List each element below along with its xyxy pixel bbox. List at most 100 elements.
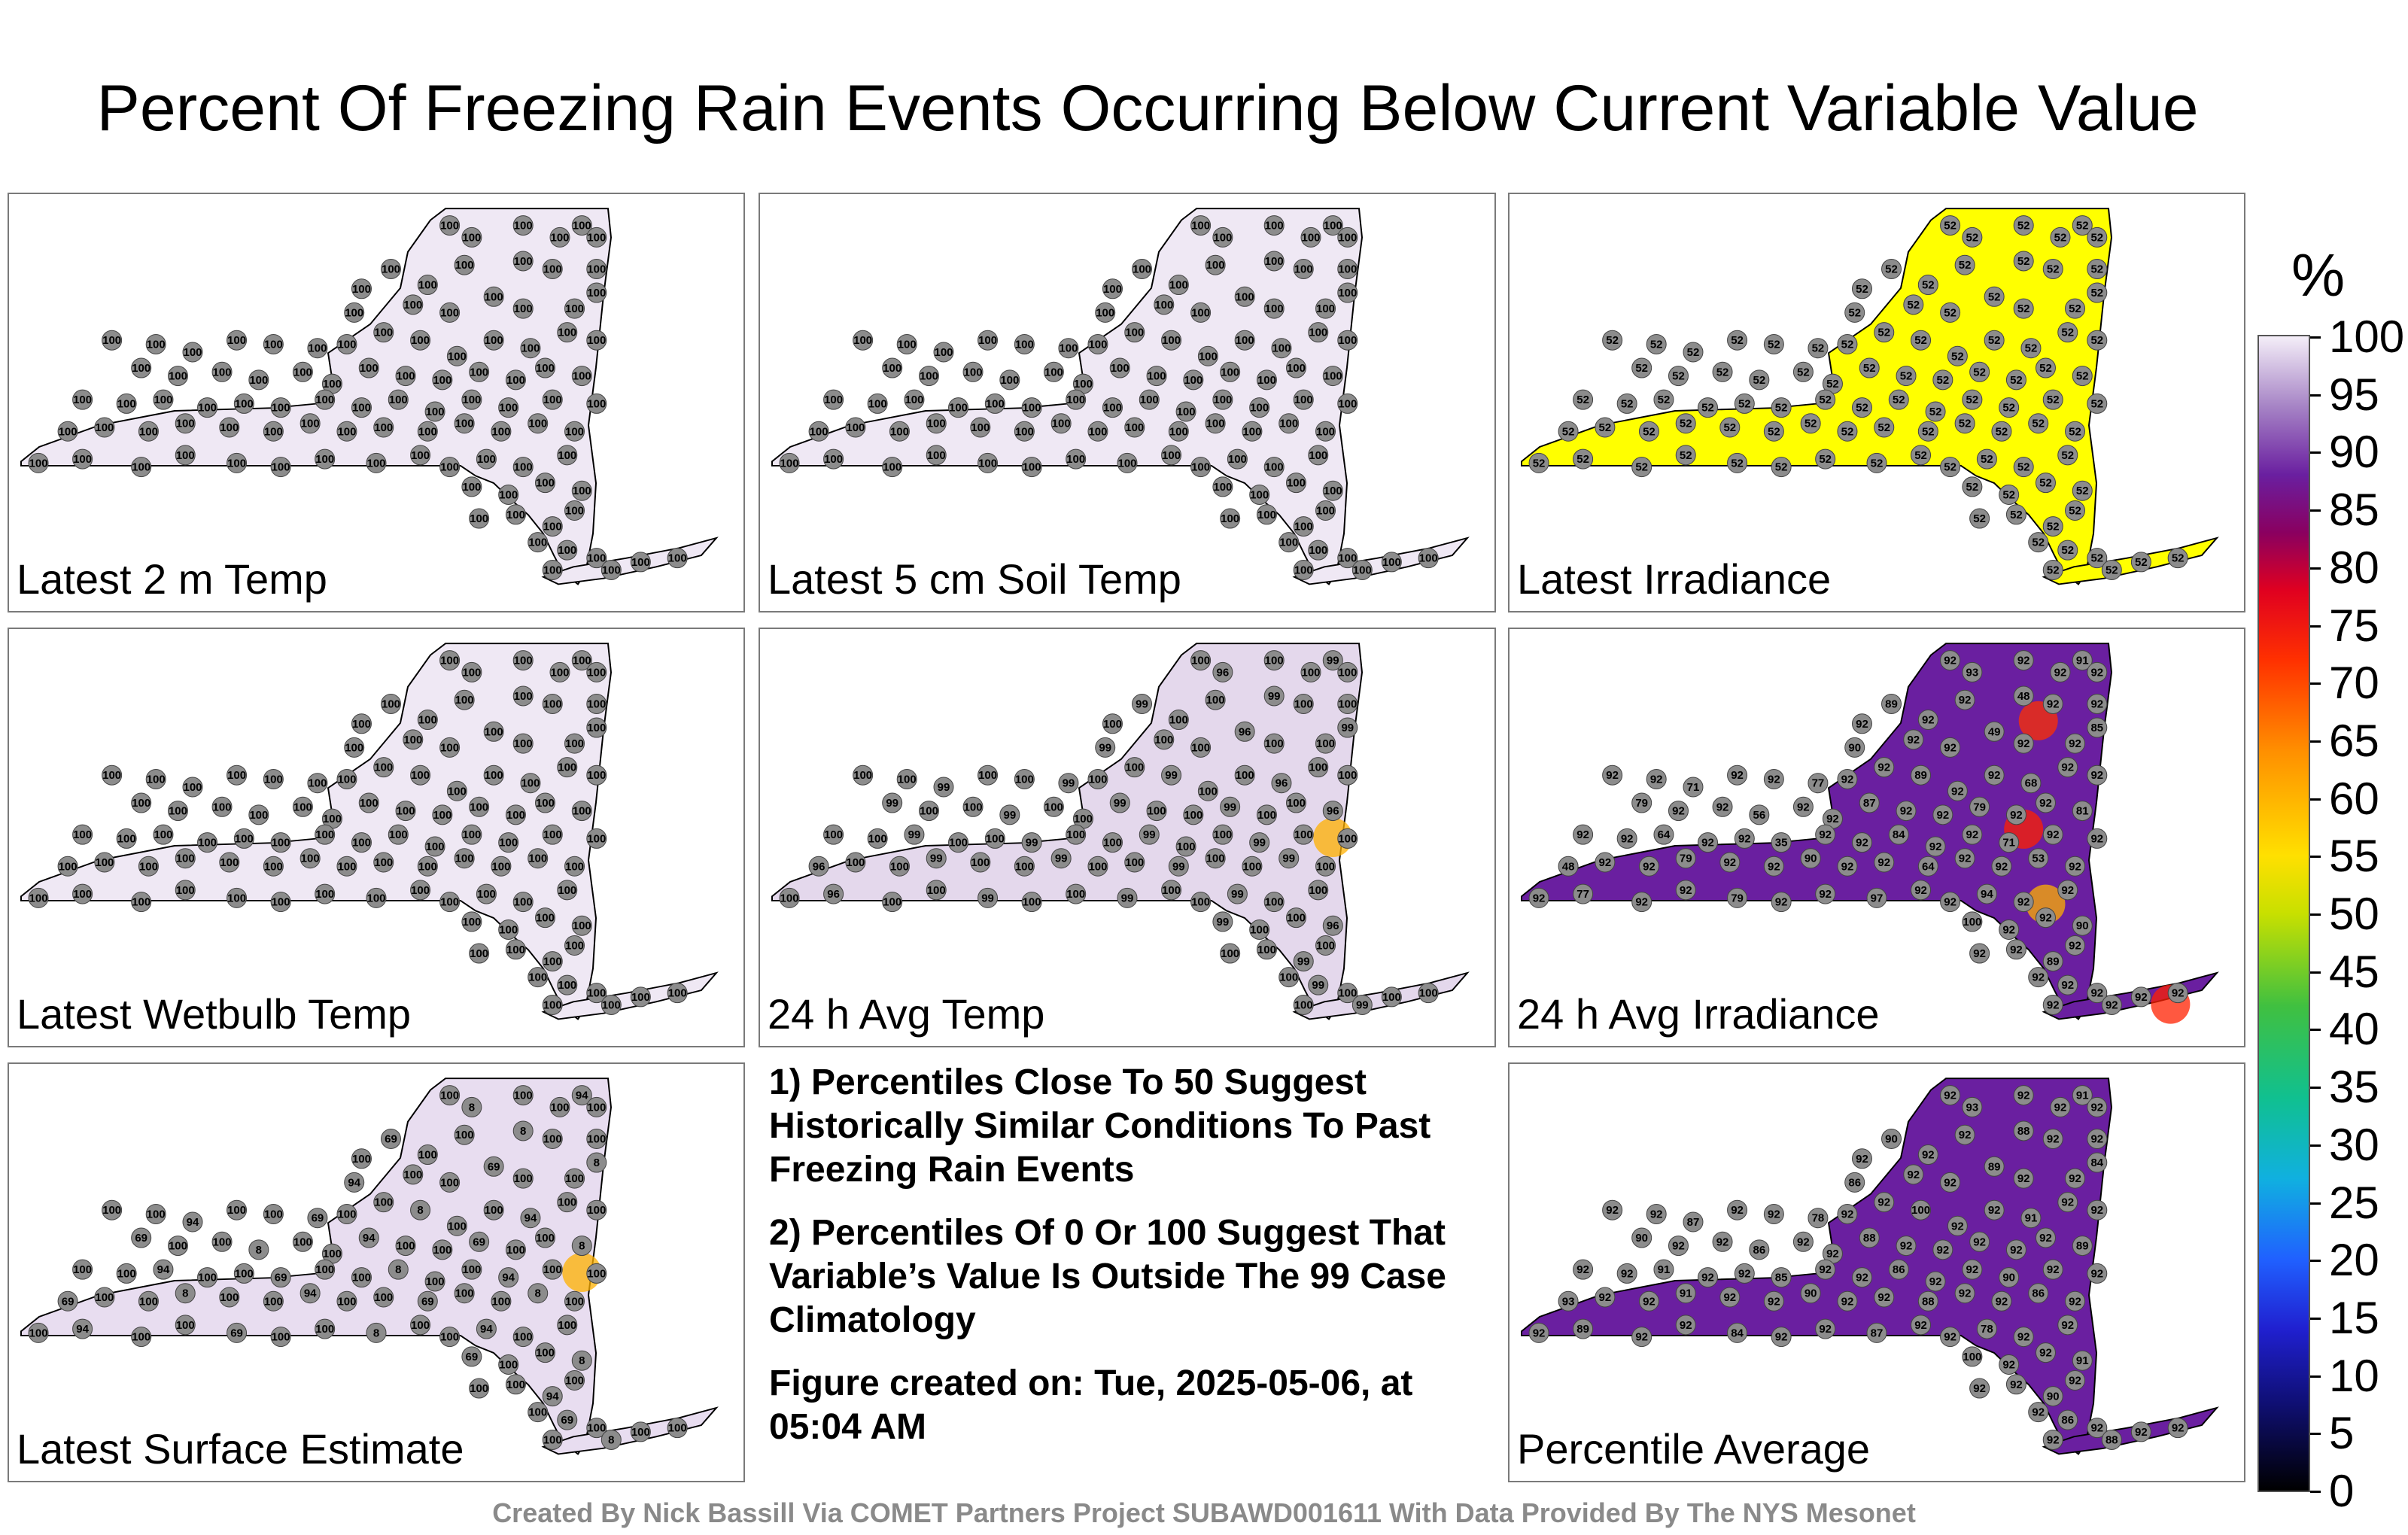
station-marker — [2087, 828, 2108, 849]
station-value: 100 — [1184, 809, 1202, 822]
station-marker — [219, 417, 240, 438]
station-value: 100 — [491, 425, 510, 438]
station-marker — [1962, 824, 1983, 845]
station-marker — [630, 552, 651, 573]
station-value: 100 — [345, 306, 363, 319]
station-value: 100 — [1125, 761, 1144, 774]
station-marker — [410, 330, 431, 351]
station-marker — [823, 448, 844, 470]
station-marker — [542, 1429, 563, 1450]
station-value: 92 — [2017, 1331, 2030, 1344]
station-value: 100 — [411, 449, 430, 462]
station-marker — [1675, 1283, 1696, 1304]
station-value: 79 — [1973, 801, 1986, 813]
station-marker — [1962, 911, 1983, 932]
station-value: 100 — [440, 1090, 459, 1102]
station-marker — [315, 448, 336, 470]
station-marker — [1293, 516, 1314, 537]
station-marker — [1300, 661, 1321, 682]
station-marker — [175, 880, 196, 901]
station-value: 99 — [938, 781, 950, 794]
station-value: 69 — [466, 1351, 479, 1363]
station-marker — [72, 883, 93, 904]
station-value: 92 — [1606, 769, 1619, 782]
station-marker — [175, 1315, 196, 1336]
station-value: 100 — [272, 1331, 290, 1344]
station-marker — [1763, 768, 1784, 789]
station-value: 92 — [1856, 1272, 1868, 1284]
station-value: 92 — [2090, 1101, 2103, 1114]
station-value: 84 — [2090, 1157, 2103, 1169]
station-marker — [336, 333, 357, 354]
station-marker — [439, 892, 461, 913]
station-marker — [2035, 1227, 2056, 1248]
station-marker — [1066, 883, 1087, 904]
station-marker — [1212, 476, 1233, 497]
station-marker — [586, 1199, 607, 1220]
station-marker — [512, 1327, 534, 1348]
station-value: 100 — [986, 832, 1005, 845]
station-marker — [1815, 1259, 1836, 1280]
station-marker — [2087, 1418, 2108, 1439]
station-marker — [1727, 452, 1748, 473]
station-marker — [1558, 856, 1579, 877]
station-marker — [918, 366, 939, 387]
station-value: 78 — [1981, 1323, 1993, 1336]
station-marker — [233, 828, 254, 849]
station-value: 100 — [418, 714, 437, 727]
station-marker — [336, 1290, 357, 1312]
station-marker — [1903, 294, 1924, 315]
station-marker — [1969, 943, 1990, 964]
colorbar-tick-label: 20 — [2329, 1235, 2379, 1286]
station-marker — [483, 330, 504, 351]
station-marker — [505, 939, 526, 960]
station-marker — [1808, 1208, 1829, 1229]
station-value: 69 — [561, 1414, 573, 1427]
station-marker — [1675, 880, 1696, 901]
station-value: 100 — [462, 666, 481, 679]
station-marker — [1315, 298, 1336, 319]
station-marker — [970, 417, 991, 438]
station-value: 68 — [2025, 777, 2038, 790]
station-marker — [403, 729, 424, 750]
station-value: 100 — [352, 837, 371, 850]
station-marker — [1095, 302, 1116, 323]
station-value: 100 — [853, 769, 872, 782]
station-marker — [1925, 1271, 1946, 1292]
station-marker — [2035, 473, 2056, 494]
station-value: 99 — [1341, 722, 1354, 734]
station-marker — [1190, 302, 1212, 323]
station-value: 69 — [135, 1232, 147, 1245]
station-value: 100 — [1338, 832, 1357, 845]
station-value: 100 — [315, 394, 334, 406]
station-value: 100 — [1088, 338, 1107, 351]
station-value: 52 — [1701, 402, 1714, 415]
station-value: 100 — [1096, 306, 1114, 319]
station-value: 100 — [1294, 521, 1313, 533]
station-marker — [984, 828, 1005, 849]
station-marker — [2087, 393, 2108, 414]
station-value: 100 — [1316, 860, 1335, 873]
station-value: 52 — [2061, 544, 2074, 557]
station-marker — [1322, 915, 1343, 936]
station-value: 100 — [558, 449, 576, 462]
station-marker — [1337, 226, 1358, 248]
station-marker — [182, 1211, 203, 1233]
station-marker — [571, 915, 592, 936]
station-value: 92 — [2047, 828, 2060, 841]
station-marker — [1866, 1322, 1887, 1343]
station-value: 100 — [543, 564, 562, 576]
station-value: 92 — [2002, 923, 2015, 936]
station-marker — [1322, 650, 1343, 671]
station-value: 92 — [1959, 853, 1972, 865]
station-value: 52 — [2017, 461, 2030, 474]
station-value: 100 — [1221, 512, 1239, 525]
colorbar-tick — [2310, 1029, 2321, 1032]
station-marker — [2042, 994, 2063, 1015]
station-value: 100 — [1309, 761, 1327, 774]
station-value: 92 — [1797, 1236, 1810, 1248]
station-value: 100 — [462, 394, 481, 406]
station-marker — [116, 828, 137, 849]
station-marker — [2087, 1263, 2108, 1284]
